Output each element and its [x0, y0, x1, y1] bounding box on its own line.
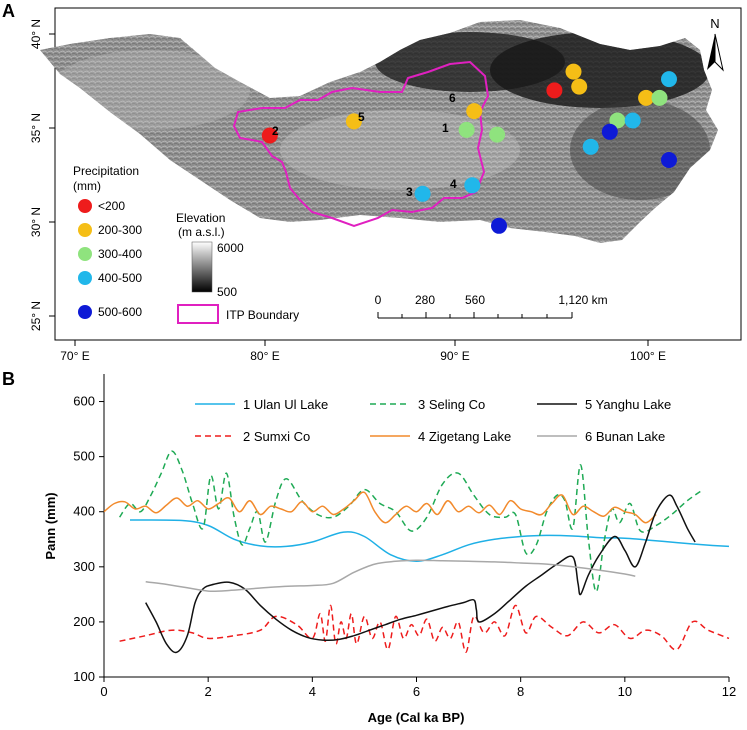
chart-ticks: 0 2 4 6 8 10 12 100 200 300 400 500 600 [73, 394, 736, 699]
legend-swatch-200-300 [78, 223, 92, 237]
site-marker [491, 217, 507, 234]
map-x-tick: 70° E [60, 349, 89, 363]
site-label-1: 1 [442, 121, 449, 135]
series-line-5 [145, 494, 696, 654]
x-tick-label: 2 [205, 684, 212, 699]
site-label-2: 2 [272, 124, 279, 138]
chart-x-label: Age (Cal ka BP) [368, 710, 465, 725]
legend-ulan-ul: 1 Ulan Ul Lake [243, 397, 328, 412]
site-marker [582, 138, 599, 155]
x-tick-label: 6 [413, 684, 420, 699]
site-marker [464, 177, 481, 194]
map-x-tick: 100° E [630, 349, 666, 363]
legend-label-200-300: 200-300 [98, 223, 142, 237]
series-line-3 [118, 450, 704, 593]
y-tick-label: 600 [73, 394, 95, 409]
y-tick-label: 100 [73, 669, 95, 684]
panel-b-label: B [2, 369, 15, 389]
site-marker [601, 123, 618, 140]
map-y-tick: 40° N [29, 19, 43, 49]
elevation-unit: (m a.s.l.) [178, 225, 225, 239]
site-labels: 1 2 3 4 5 6 [272, 91, 457, 199]
series-line-1 [129, 519, 730, 563]
panel-a-label: A [2, 1, 15, 21]
site-marker [458, 121, 475, 138]
precip-legend-title: Precipitation [73, 164, 139, 178]
site-label-4: 4 [450, 177, 457, 191]
site-marker [345, 113, 362, 130]
site-label-3: 3 [406, 185, 413, 199]
map-y-tick: 30° N [29, 207, 43, 237]
x-tick-label: 8 [517, 684, 524, 699]
series-line-4 [103, 491, 657, 524]
site-label-5: 5 [358, 110, 365, 124]
site-marker [489, 126, 506, 143]
legend-seling-co: 3 Seling Co [418, 397, 485, 412]
legend-swatch-lt200 [78, 199, 92, 213]
precip-legend-unit: (mm) [73, 179, 101, 193]
map-x-axis: 70° E 80° E 90° E 100° E [60, 340, 666, 363]
y-tick-label: 200 [73, 614, 95, 629]
scale-label-1120: 1,120 km [558, 293, 607, 307]
scale-label-560: 560 [465, 293, 485, 307]
legend-swatch-300-400 [78, 247, 92, 261]
elevation-title: Elevation [176, 211, 225, 225]
line-chart: 0 2 4 6 8 10 12 100 200 300 400 500 600 Age (Cal ka … [43, 374, 736, 725]
chart-series [103, 450, 730, 654]
chart-y-label: Pann (mm) [43, 492, 58, 559]
site-label-6: 6 [449, 91, 456, 105]
legend-sumxi-co: 2 Sumxi Co [243, 429, 310, 444]
elevation-max: 6000 [217, 241, 244, 255]
map-x-tick: 90° E [440, 349, 469, 363]
itp-boundary-swatch [177, 304, 219, 324]
itp-boundary-label: ITP Boundary [226, 308, 299, 322]
y-tick-label: 400 [73, 504, 95, 519]
site-marker [638, 89, 655, 106]
series-line-2 [119, 604, 730, 653]
site-marker [466, 103, 483, 120]
site-marker [651, 89, 668, 106]
legend-label-400-500: 400-500 [98, 271, 142, 285]
site-marker [661, 71, 677, 88]
scale-bar: 0 280 560 1,120 km [375, 293, 608, 319]
legend-label-300-400: 300-400 [98, 247, 142, 261]
site-marker [414, 185, 431, 202]
x-tick-label: 10 [618, 684, 632, 699]
legend-label-500-600: 500-600 [98, 305, 142, 319]
site-marker [261, 127, 278, 144]
site-marker [571, 78, 588, 95]
legend-zigetang: 4 Zigetang Lake [418, 429, 511, 444]
legend-label-lt200: <200 [98, 199, 125, 213]
legend-bunan: 6 Bunan Lake [585, 429, 665, 444]
x-tick-label: 4 [309, 684, 316, 699]
precip-legend: Precipitation (mm) <200 200-300 300-400 … [73, 164, 299, 324]
map-x-tick: 80° E [250, 349, 279, 363]
legend-swatch-500-600 [78, 305, 92, 319]
elevation-colorbar [191, 241, 213, 293]
scale-label-280: 280 [415, 293, 435, 307]
y-tick-label: 300 [73, 559, 95, 574]
chart-legend: 1 Ulan Ul Lake 3 Seling Co 5 Yanghu Lake… [195, 397, 671, 444]
site-marker [546, 82, 563, 99]
site-marker [661, 152, 677, 168]
scale-label-0: 0 [375, 293, 382, 307]
map-y-tick: 35° N [29, 113, 43, 143]
legend-yanghu: 5 Yanghu Lake [585, 397, 671, 412]
site-marker [624, 112, 641, 129]
map-y-tick: 25° N [29, 301, 43, 331]
north-label: N [710, 16, 719, 31]
y-tick-label: 500 [73, 449, 95, 464]
x-tick-label: 0 [100, 684, 107, 699]
elevation-legend: Elevation (m a.s.l.) 6000 500 [176, 211, 244, 299]
map-y-axis: 40° N 35° N 30° N 25° N [29, 19, 55, 331]
north-arrow-icon: N [707, 16, 724, 72]
elevation-min: 500 [217, 285, 237, 299]
site-markers [261, 63, 677, 234]
site-marker [609, 112, 626, 129]
legend-swatch-400-500 [78, 271, 92, 285]
site-marker [565, 63, 582, 80]
series-line-6 [145, 559, 636, 592]
x-tick-label: 12 [722, 684, 736, 699]
